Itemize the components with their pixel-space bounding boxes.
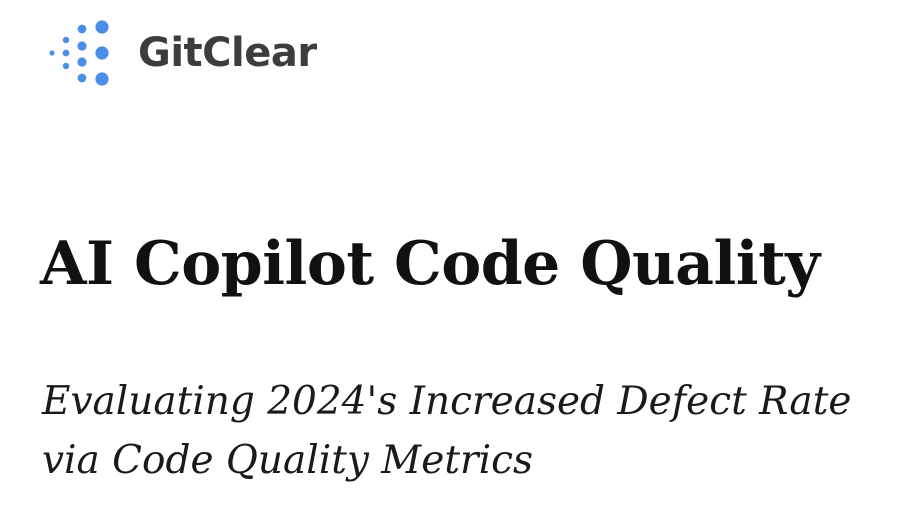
document-title: AI Copilot Code Quality (40, 229, 820, 299)
subtitle-line-2: via Code Quality Metrics (42, 438, 533, 483)
gitclear-logo: GitClear (48, 18, 317, 88)
brand-name: GitClear (138, 30, 317, 76)
subtitle-line-1: Evaluating 2024's Increased Defect Rate (42, 379, 852, 424)
dot-cluster-logo-icon (48, 18, 128, 88)
document-subtitle: Evaluating 2024's Increased Defect Rate … (42, 372, 851, 490)
